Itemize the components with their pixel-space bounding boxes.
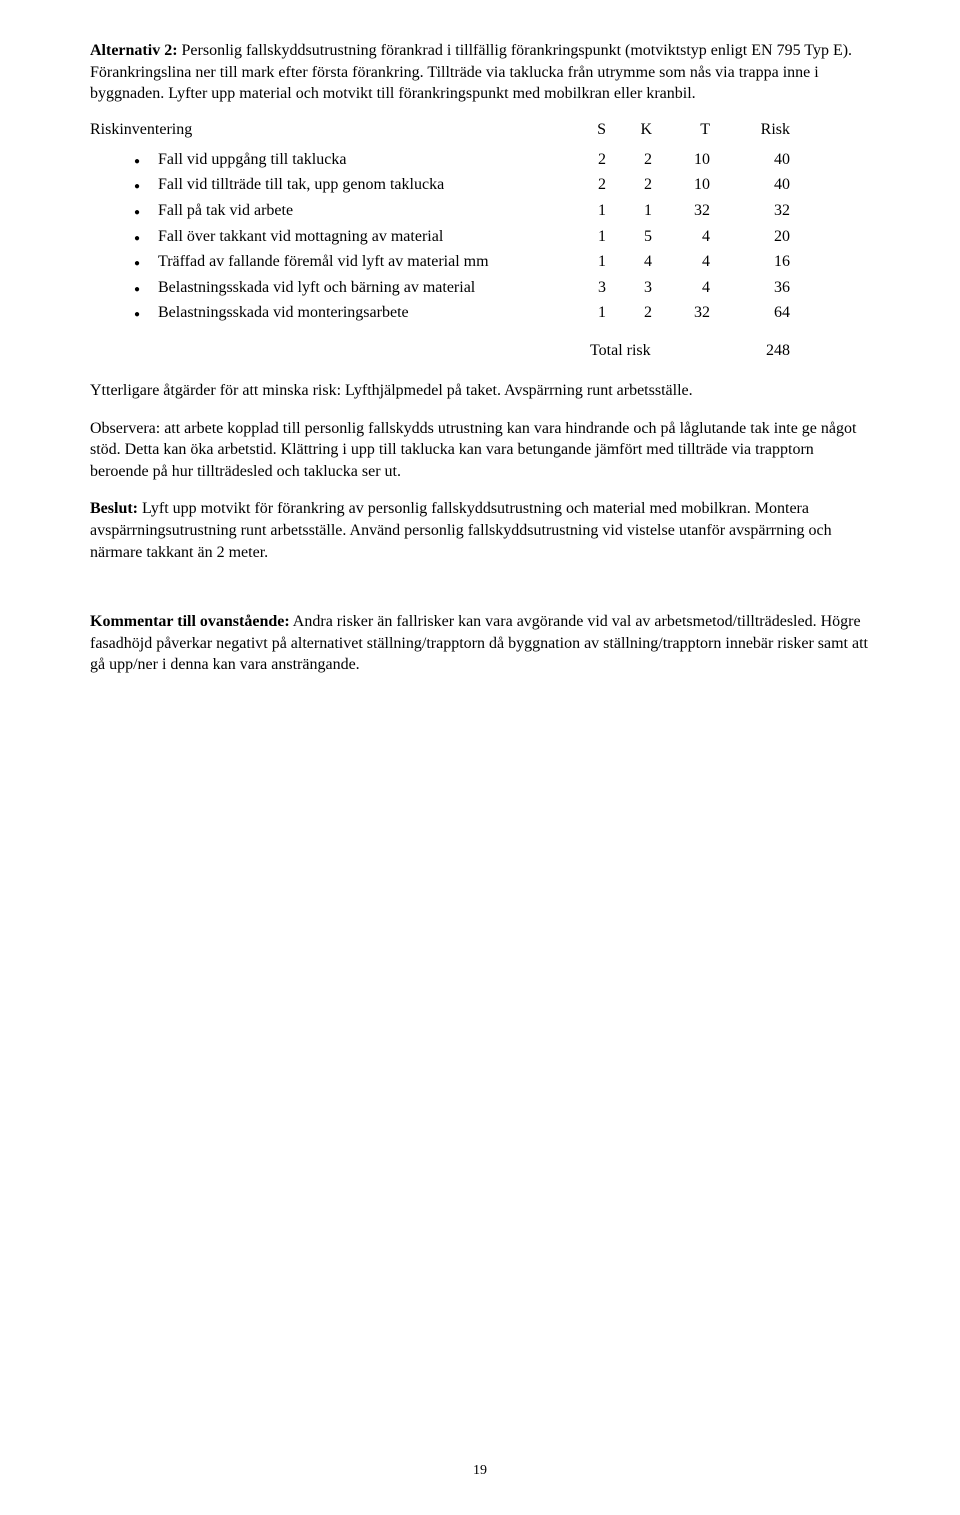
risk-t: 4	[652, 277, 710, 299]
risk-list: ● Fall vid uppgång till taklucka 2 2 10 …	[90, 147, 870, 326]
risk-r: 40	[710, 174, 790, 196]
bullet-icon: ●	[134, 305, 158, 322]
risk-s: 1	[560, 251, 606, 273]
risk-label: Fall vid uppgång till taklucka	[158, 149, 560, 171]
risk-table-header: Riskinventering S K T Risk	[90, 121, 870, 139]
paragraph-actions: Ytterligare åtgärder för att minska risk…	[90, 380, 870, 402]
risk-k: 3	[606, 277, 652, 299]
risk-r: 16	[710, 251, 790, 273]
risk-s: 2	[560, 149, 606, 171]
risk-s: 1	[560, 226, 606, 248]
beslut-text: Lyft upp motvikt för förankring av perso…	[90, 500, 832, 560]
risk-k: 2	[606, 149, 652, 171]
kommentar-bold: Kommentar till ovanstående:	[90, 613, 290, 630]
risk-label: Fall vid tillträde till tak, upp genom t…	[158, 174, 560, 196]
risk-row: ● Belastningsskada vid lyft och bärning …	[134, 275, 870, 301]
risk-s: 3	[560, 277, 606, 299]
risk-t: 4	[652, 226, 710, 248]
risk-k: 4	[606, 251, 652, 273]
total-value: 248	[710, 342, 790, 360]
intro-paragraph: Alternativ 2: Personlig fallskyddsutrust…	[90, 40, 870, 105]
risk-r: 20	[710, 226, 790, 248]
risk-r: 64	[710, 302, 790, 324]
risk-header-s: S	[560, 121, 606, 139]
risk-k: 2	[606, 302, 652, 324]
paragraph-kommentar: Kommentar till ovanstående: Andra risker…	[90, 611, 870, 676]
risk-label: Fall över takkant vid mottagning av mate…	[158, 226, 560, 248]
risk-row: ● Fall vid tillträde till tak, upp genom…	[134, 172, 870, 198]
total-spacer	[90, 342, 590, 360]
intro-bold: Alternativ 2:	[90, 42, 178, 59]
bullet-icon: ●	[134, 280, 158, 297]
risk-r: 40	[710, 149, 790, 171]
risk-row: ● Fall över takkant vid mottagning av ma…	[134, 224, 870, 250]
risk-row: ● Fall vid uppgång till taklucka 2 2 10 …	[134, 147, 870, 173]
risk-t: 10	[652, 174, 710, 196]
risk-t: 4	[652, 251, 710, 273]
risk-s: 1	[560, 302, 606, 324]
bullet-icon: ●	[134, 177, 158, 194]
risk-k: 5	[606, 226, 652, 248]
risk-header-t: T	[652, 121, 710, 139]
risk-total-row: Total risk 248	[90, 342, 870, 360]
risk-row: ● Träffad av fallande föremål vid lyft a…	[134, 249, 870, 275]
bullet-icon: ●	[134, 229, 158, 246]
risk-t: 10	[652, 149, 710, 171]
risk-r: 36	[710, 277, 790, 299]
risk-row: ● Fall på tak vid arbete 1 1 32 32	[134, 198, 870, 224]
intro-text: Personlig fallskyddsutrustning förankrad…	[90, 42, 852, 102]
total-label: Total risk	[590, 342, 710, 360]
risk-s: 1	[560, 200, 606, 222]
bullet-icon: ●	[134, 203, 158, 220]
risk-label: Belastningsskada vid lyft och bärning av…	[158, 277, 560, 299]
page-number: 19	[0, 1463, 960, 1479]
risk-label: Fall på tak vid arbete	[158, 200, 560, 222]
risk-k: 1	[606, 200, 652, 222]
bullet-icon: ●	[134, 152, 158, 169]
paragraph-observera: Observera: att arbete kopplad till perso…	[90, 418, 870, 483]
risk-row: ● Belastningsskada vid monteringsarbete …	[134, 300, 870, 326]
risk-header-title: Riskinventering	[90, 121, 560, 139]
risk-t: 32	[652, 200, 710, 222]
risk-header-risk: Risk	[710, 121, 790, 139]
beslut-bold: Beslut:	[90, 500, 138, 517]
risk-r: 32	[710, 200, 790, 222]
risk-label: Belastningsskada vid monteringsarbete	[158, 302, 560, 324]
document-page: Alternativ 2: Personlig fallskyddsutrust…	[0, 0, 960, 1515]
risk-label: Träffad av fallande föremål vid lyft av …	[158, 251, 560, 273]
risk-header-k: K	[606, 121, 652, 139]
bullet-icon: ●	[134, 254, 158, 271]
paragraph-beslut: Beslut: Lyft upp motvikt för förankring …	[90, 498, 870, 563]
risk-t: 32	[652, 302, 710, 324]
risk-s: 2	[560, 174, 606, 196]
risk-k: 2	[606, 174, 652, 196]
